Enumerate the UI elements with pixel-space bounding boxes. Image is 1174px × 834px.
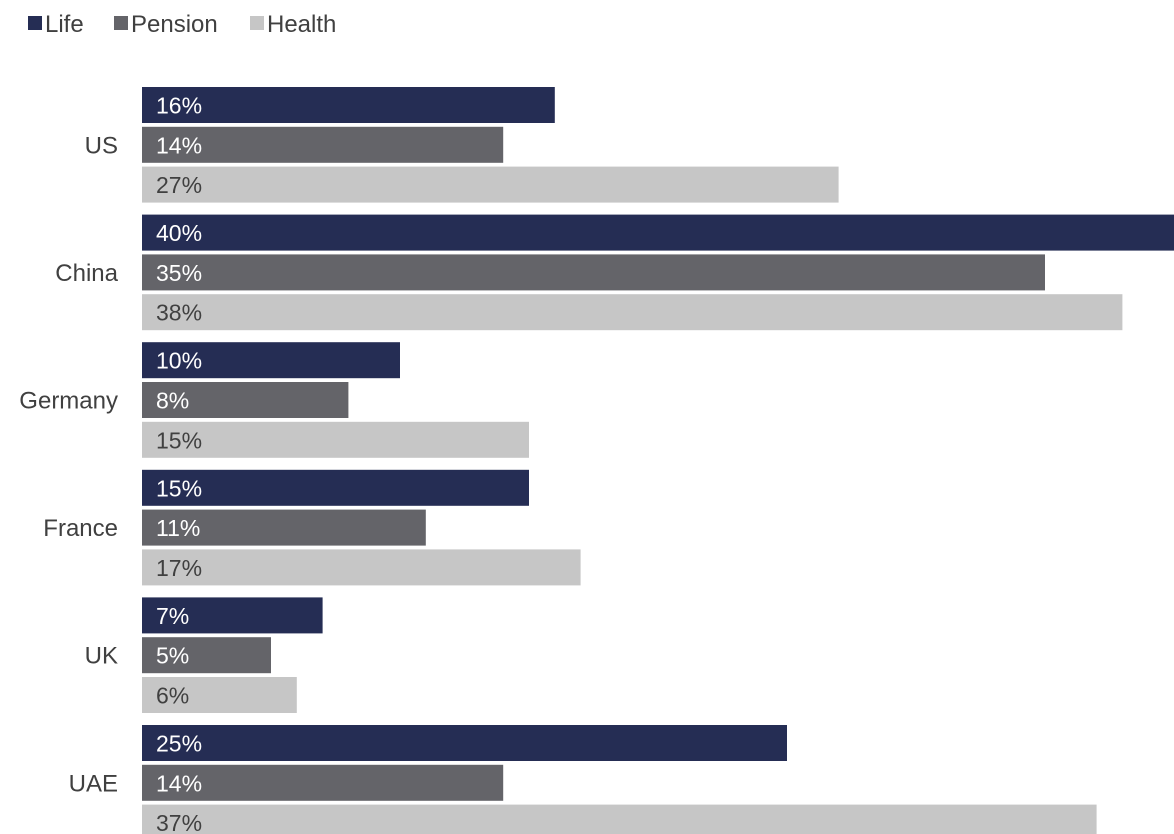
legend-label-pension: Pension (131, 11, 218, 38)
bar-china-pension (142, 254, 1045, 291)
category-label-france: France (43, 515, 118, 542)
bar-china-life (142, 214, 1174, 251)
data-label-us-health: 27% (156, 172, 202, 198)
data-label-china-health: 38% (156, 300, 202, 326)
data-label-uk-health: 6% (156, 683, 189, 709)
data-label-france-pension: 11% (156, 515, 200, 541)
bar-us-pension (142, 126, 504, 163)
data-label-uk-life: 7% (156, 603, 189, 629)
legend-swatch-health (250, 16, 264, 30)
data-labels: 16% 14% 27% 40% 35% 38% 10% 8% 15% 15% 11% 17% 7% 5% 6… (156, 93, 202, 834)
data-label-uk-pension: 5% (156, 643, 189, 669)
category-label-uk: UK (85, 643, 118, 670)
category-labels: US China Germany France UK UAE (19, 132, 118, 797)
bar-uae-pension (142, 764, 504, 801)
bar-germany-pension (142, 382, 349, 418)
data-label-uae-pension: 14% (156, 770, 202, 796)
legend-label-life: Life (45, 11, 84, 38)
category-label-germany: Germany (19, 388, 118, 415)
bar-uk-pension (142, 637, 271, 674)
bar-uae-life (142, 725, 787, 761)
bar-us-life (142, 87, 555, 123)
category-label-china: China (55, 260, 118, 287)
data-label-us-pension: 14% (156, 132, 202, 158)
data-label-china-pension: 35% (156, 260, 202, 286)
category-label-uae: UAE (69, 770, 118, 797)
bar-germany-life (142, 342, 400, 379)
legend-swatch-pension (114, 16, 128, 30)
data-label-france-life: 15% (156, 475, 202, 501)
data-label-uae-life: 25% (156, 731, 202, 757)
bar-uk-life (142, 597, 323, 634)
bar-uae-health (142, 804, 1097, 834)
data-label-uae-health: 37% (156, 810, 202, 834)
bar-germany-health (142, 421, 529, 458)
bar-france-pension (142, 509, 426, 546)
data-label-china-life: 40% (156, 220, 202, 246)
legend-label-health: Health (267, 11, 336, 38)
legend: Life Pension Health (28, 11, 336, 38)
bars (142, 87, 1174, 834)
bar-us-health (142, 166, 839, 203)
data-label-germany-health: 15% (156, 427, 202, 453)
bar-france-health (142, 549, 581, 586)
legend-swatch-life (28, 16, 42, 30)
bar-france-life (142, 469, 529, 506)
data-label-germany-pension: 8% (156, 388, 189, 414)
bar-china-health (142, 294, 1123, 331)
category-label-us: US (85, 132, 118, 159)
data-label-us-life: 16% (156, 93, 202, 119)
bar-uk-health (142, 677, 297, 713)
data-label-france-health: 17% (156, 555, 202, 581)
data-label-germany-life: 10% (156, 348, 202, 374)
